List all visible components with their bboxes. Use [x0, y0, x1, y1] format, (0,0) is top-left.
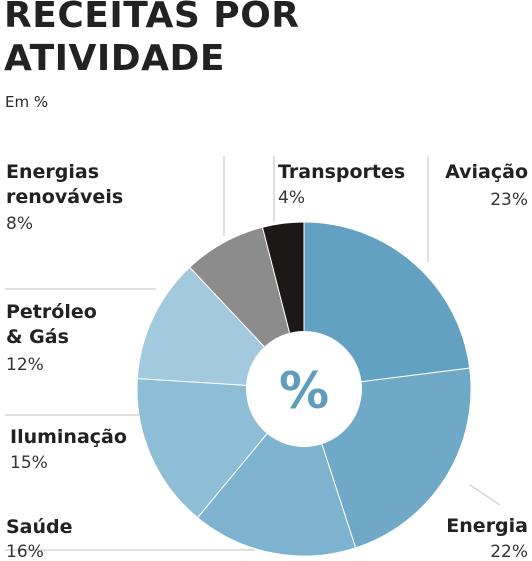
slice-value-2: 16%	[6, 542, 44, 561]
slice-label-5: Energias renováveis	[6, 161, 123, 208]
slice-label-6: Transportes	[278, 161, 405, 183]
slice-value-3: 15%	[10, 453, 48, 473]
slice-value-0: 23%	[490, 190, 528, 210]
slice-value-4: 12%	[6, 355, 44, 375]
slice-label-2: Saúde	[6, 516, 73, 538]
slice-label-3: Iluminação	[10, 426, 127, 448]
slice-label-1: Energia	[446, 515, 528, 537]
donut-hole	[246, 331, 362, 447]
slice-0	[303, 221, 471, 390]
slice-value-6: 4%	[278, 188, 305, 208]
slice-labels: Aviação 23% Energia 22% Saúde 16% Iluminação 15…	[6, 161, 528, 561]
center-percent-symbol: %	[279, 362, 329, 420]
slice-label-4: Petróleo & Gás	[6, 301, 97, 348]
leader-line-6	[469, 484, 501, 506]
chart-subtitle: Em %	[5, 93, 49, 111]
chart-title-text: RECEITAS POR ATIVIDADE	[4, 0, 300, 79]
leader-lines	[5, 156, 501, 551]
chart-title: RECEITAS POR ATIVIDADE	[4, 0, 524, 80]
slice-label-0: Aviação	[445, 161, 528, 183]
slice-value-5: 8%	[6, 214, 33, 234]
slice-value-1: 22%	[490, 542, 528, 561]
